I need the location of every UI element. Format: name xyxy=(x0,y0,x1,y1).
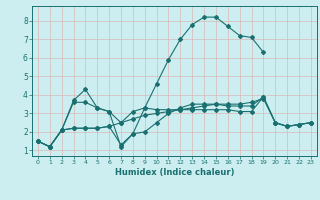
X-axis label: Humidex (Indice chaleur): Humidex (Indice chaleur) xyxy=(115,168,234,177)
